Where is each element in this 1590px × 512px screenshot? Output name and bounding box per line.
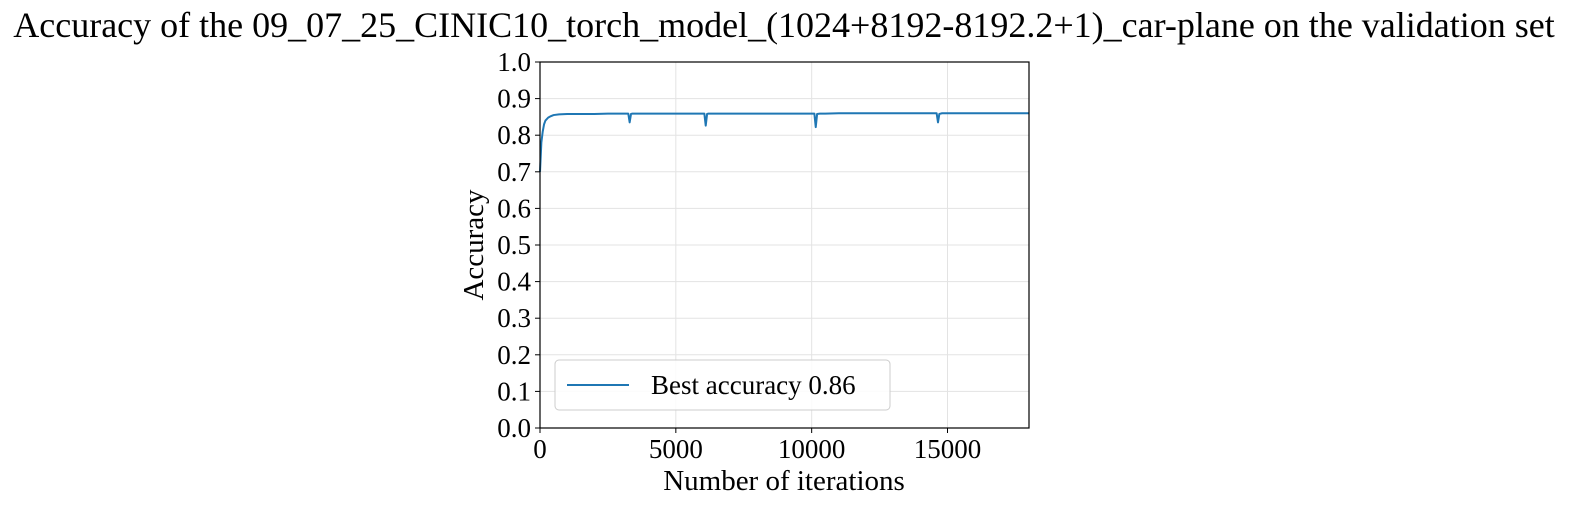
x-axis-label: Number of iterations <box>663 465 905 497</box>
y-tick-label: 0.3 <box>497 303 531 333</box>
y-tick-label: 0.1 <box>497 376 531 406</box>
legend-entry-label: Best accuracy 0.86 <box>651 370 856 400</box>
x-tick-label: 5000 <box>649 434 703 464</box>
y-tick-label: 0.7 <box>497 157 531 187</box>
y-tick-label: 0.0 <box>497 413 531 443</box>
y-tick-label: 0.5 <box>497 230 531 260</box>
y-tick-label: 0.8 <box>497 120 531 150</box>
x-tick-label: 15000 <box>914 434 982 464</box>
y-tick-label: 0.9 <box>497 84 531 114</box>
y-tick-label: 0.2 <box>497 340 531 370</box>
legend: Best accuracy 0.86 <box>554 359 891 411</box>
series-line <box>539 112 1029 172</box>
x-tick-label: 10000 <box>778 434 846 464</box>
x-tick-label: 0 <box>533 434 547 464</box>
y-tick-label: 0.6 <box>497 193 531 223</box>
legend-box <box>554 359 891 411</box>
y-axis-label: Accuracy <box>458 189 490 301</box>
y-tick-label: 1.0 <box>497 47 531 77</box>
x-axis: 0 5000 10000 15000 <box>533 428 981 464</box>
y-tick-label: 0.4 <box>497 267 531 297</box>
series-layer <box>539 112 1029 172</box>
y-axis: 0.0 0.1 0.2 0.3 0.4 0.5 0.6 0.7 0.8 0.9 1.0 <box>497 47 540 443</box>
chart-title: Accuracy of the 09_07_25_CINIC10_torch_m… <box>13 5 1555 45</box>
